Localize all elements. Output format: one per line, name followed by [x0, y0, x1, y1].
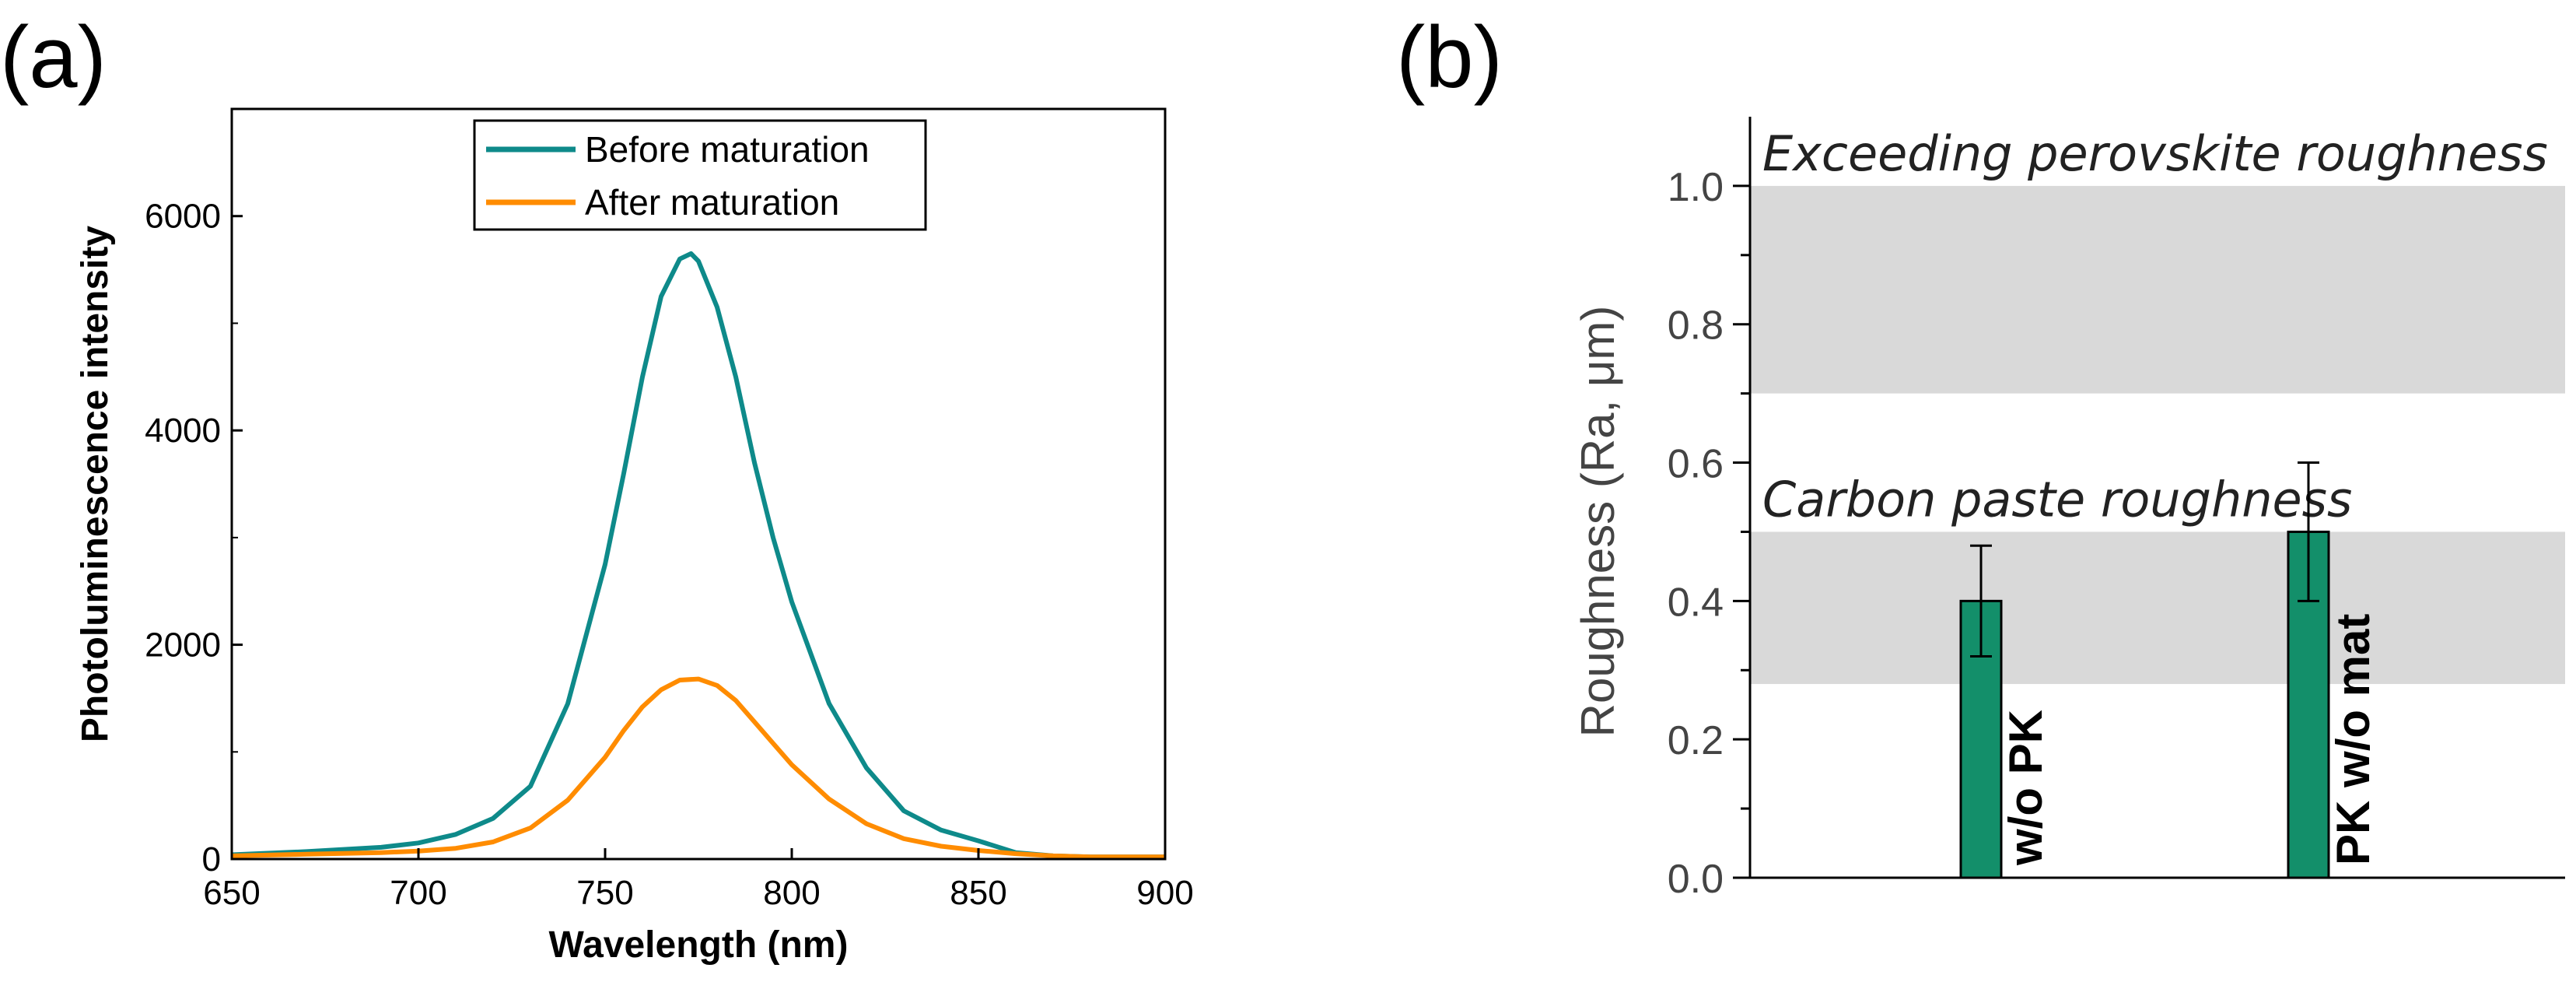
pl-series-group — [231, 251, 1165, 860]
panel-a-label: (a) — [0, 9, 107, 106]
pl-spectrum-chart: 650 700 750 800 850 900 0 2000 4000 6000 Waveleng… — [75, 107, 1194, 966]
x-tick-label: 750 — [576, 874, 633, 912]
y-tick-label: 4000 — [145, 412, 221, 450]
roughness-band-1 — [1750, 531, 2565, 685]
x-tick-label: 800 — [763, 874, 820, 912]
x-tick-label: 650 — [203, 874, 260, 912]
y-tick-label: 2000 — [145, 626, 221, 665]
x-tick-label: 900 — [1136, 874, 1193, 912]
y-axis-label: Photoluminescence intensity — [75, 226, 116, 742]
roughness-bands: Exceeding perovskite roughness Carbon pas… — [1750, 125, 2565, 685]
series-line-0 — [231, 251, 1165, 860]
panel-b-label: (b) — [1396, 9, 1503, 106]
y-tick-label: 0.2 — [1668, 718, 1724, 763]
x-axis-label: Wavelength (nm) — [549, 924, 849, 966]
legend-label-after: After maturation — [585, 182, 839, 223]
band-label-1: Carbon paste roughness — [1762, 471, 2352, 528]
y-tick-label: 0 — [202, 840, 221, 879]
roughness-band-0 — [1750, 185, 2565, 394]
legend-label-before: Before maturation — [585, 129, 870, 170]
bar-label-0: w/o PK — [2000, 710, 2052, 866]
y-tick-label: 6000 — [145, 198, 221, 236]
y-axis-label: Roughness (Ra, μm) — [1572, 306, 1624, 738]
plot-frame — [230, 107, 1167, 861]
y-tick-label: 0.0 — [1668, 857, 1724, 902]
bar-label-1: PK w/o mat — [2327, 614, 2379, 865]
series-line-1 — [231, 676, 1165, 860]
y-tick-label: 0.8 — [1668, 303, 1724, 349]
y-tick-label: 0.6 — [1668, 442, 1724, 487]
x-tick-label: 700 — [390, 874, 446, 912]
legend: Before maturation After maturation — [473, 119, 927, 231]
roughness-chart: Exceeding perovskite roughness Carbon pas… — [1572, 117, 2565, 902]
x-tick-label: 850 — [950, 874, 1006, 912]
axis-ticks: 650 700 750 800 850 900 0 2000 4000 6000 — [145, 198, 1194, 912]
legend-box — [473, 119, 927, 231]
y-tick-label: 1.0 — [1668, 165, 1724, 210]
axis-ticks: 0.0 0.2 0.4 0.6 0.8 1.0 — [1668, 165, 1750, 902]
band-label-0: Exceeding perovskite roughness — [1762, 125, 2548, 182]
y-tick-label: 0.4 — [1668, 580, 1724, 625]
